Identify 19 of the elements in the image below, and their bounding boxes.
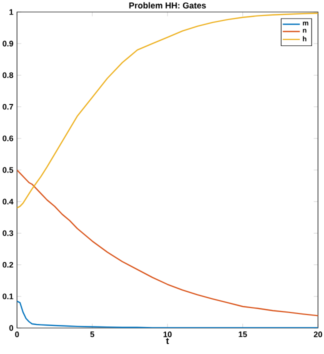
x-tick-label: 20: [314, 332, 322, 338]
y-tick-label: 1: [10, 9, 14, 15]
y-tick-label: 0.9: [2, 40, 14, 46]
y-tick-label: 0.3: [2, 230, 14, 236]
y-tick-label: 0: [9, 325, 14, 331]
chart-title: Problem HH: Gates: [129, 2, 206, 8]
y-tick-label: 0.7: [2, 104, 14, 110]
y-tick-label: 0.4: [2, 198, 14, 204]
y-tick-label: 0.6: [2, 136, 14, 142]
y-tick-label: 0.2: [2, 262, 14, 268]
x-tick-label: 5: [90, 332, 94, 338]
x-tick-label: 15: [238, 332, 247, 338]
y-tick-label: 0.5: [2, 167, 14, 173]
x-tick-label: 0: [15, 332, 19, 338]
x-tick-label: 10: [164, 332, 172, 338]
line-series: [17, 12, 318, 209]
y-tick-label: 0.8: [2, 72, 14, 78]
x-axis-title: t: [166, 338, 169, 344]
y-tick-label: 0.1: [2, 294, 14, 300]
